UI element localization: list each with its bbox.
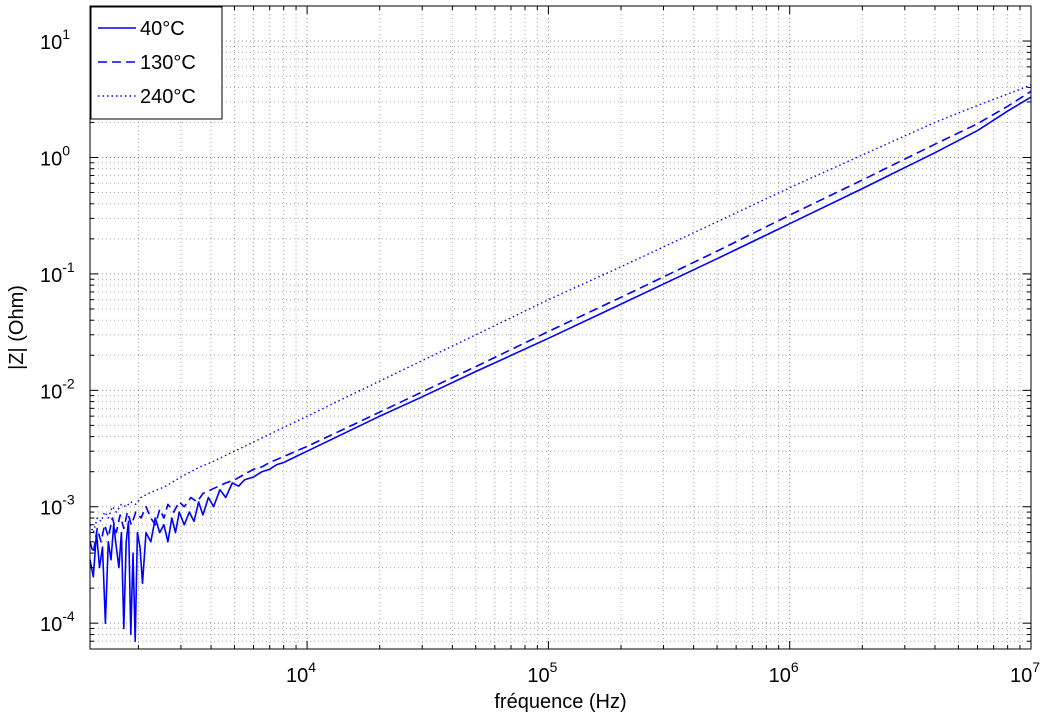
major-grid bbox=[90, 6, 1031, 649]
x-axis-label: fréquence (Hz) bbox=[494, 691, 626, 713]
y-tick-label: 10-2 bbox=[40, 375, 75, 403]
x-tick-labels: 104 105 106 107 bbox=[286, 659, 1040, 687]
y-tick-label: 10-1 bbox=[40, 259, 75, 287]
plot-frame bbox=[89, 5, 1032, 650]
x-tick-label: 107 bbox=[1010, 659, 1040, 687]
x-tick-label: 106 bbox=[769, 659, 799, 687]
minor-grid bbox=[90, 6, 1031, 649]
series-layer bbox=[89, 84, 1032, 643]
y-tick-label: 101 bbox=[40, 26, 70, 54]
legend: 40°C 130°C 240°C bbox=[90, 6, 223, 120]
y-tick-label: 10-4 bbox=[40, 608, 75, 636]
legend-label-0: 40°C bbox=[140, 18, 185, 40]
y-axis-label: |Z| (Ohm) bbox=[6, 285, 28, 370]
series-line-2 bbox=[89, 84, 1032, 534]
x-tick-label: 104 bbox=[286, 659, 316, 687]
x-tick-label: 105 bbox=[527, 659, 557, 687]
y-tick-label: 100 bbox=[40, 142, 70, 170]
legend-label-1: 130°C bbox=[140, 52, 196, 74]
plot-area bbox=[90, 6, 1031, 649]
legend-box bbox=[90, 6, 223, 120]
y-tick-label: 10-3 bbox=[40, 492, 75, 520]
series-line-0 bbox=[89, 96, 1032, 643]
y-tick-labels: 10-4 10-3 10-2 10-1 100 101 bbox=[40, 26, 75, 636]
series-line-1 bbox=[89, 90, 1032, 554]
legend-label-2: 240°C bbox=[140, 86, 196, 108]
